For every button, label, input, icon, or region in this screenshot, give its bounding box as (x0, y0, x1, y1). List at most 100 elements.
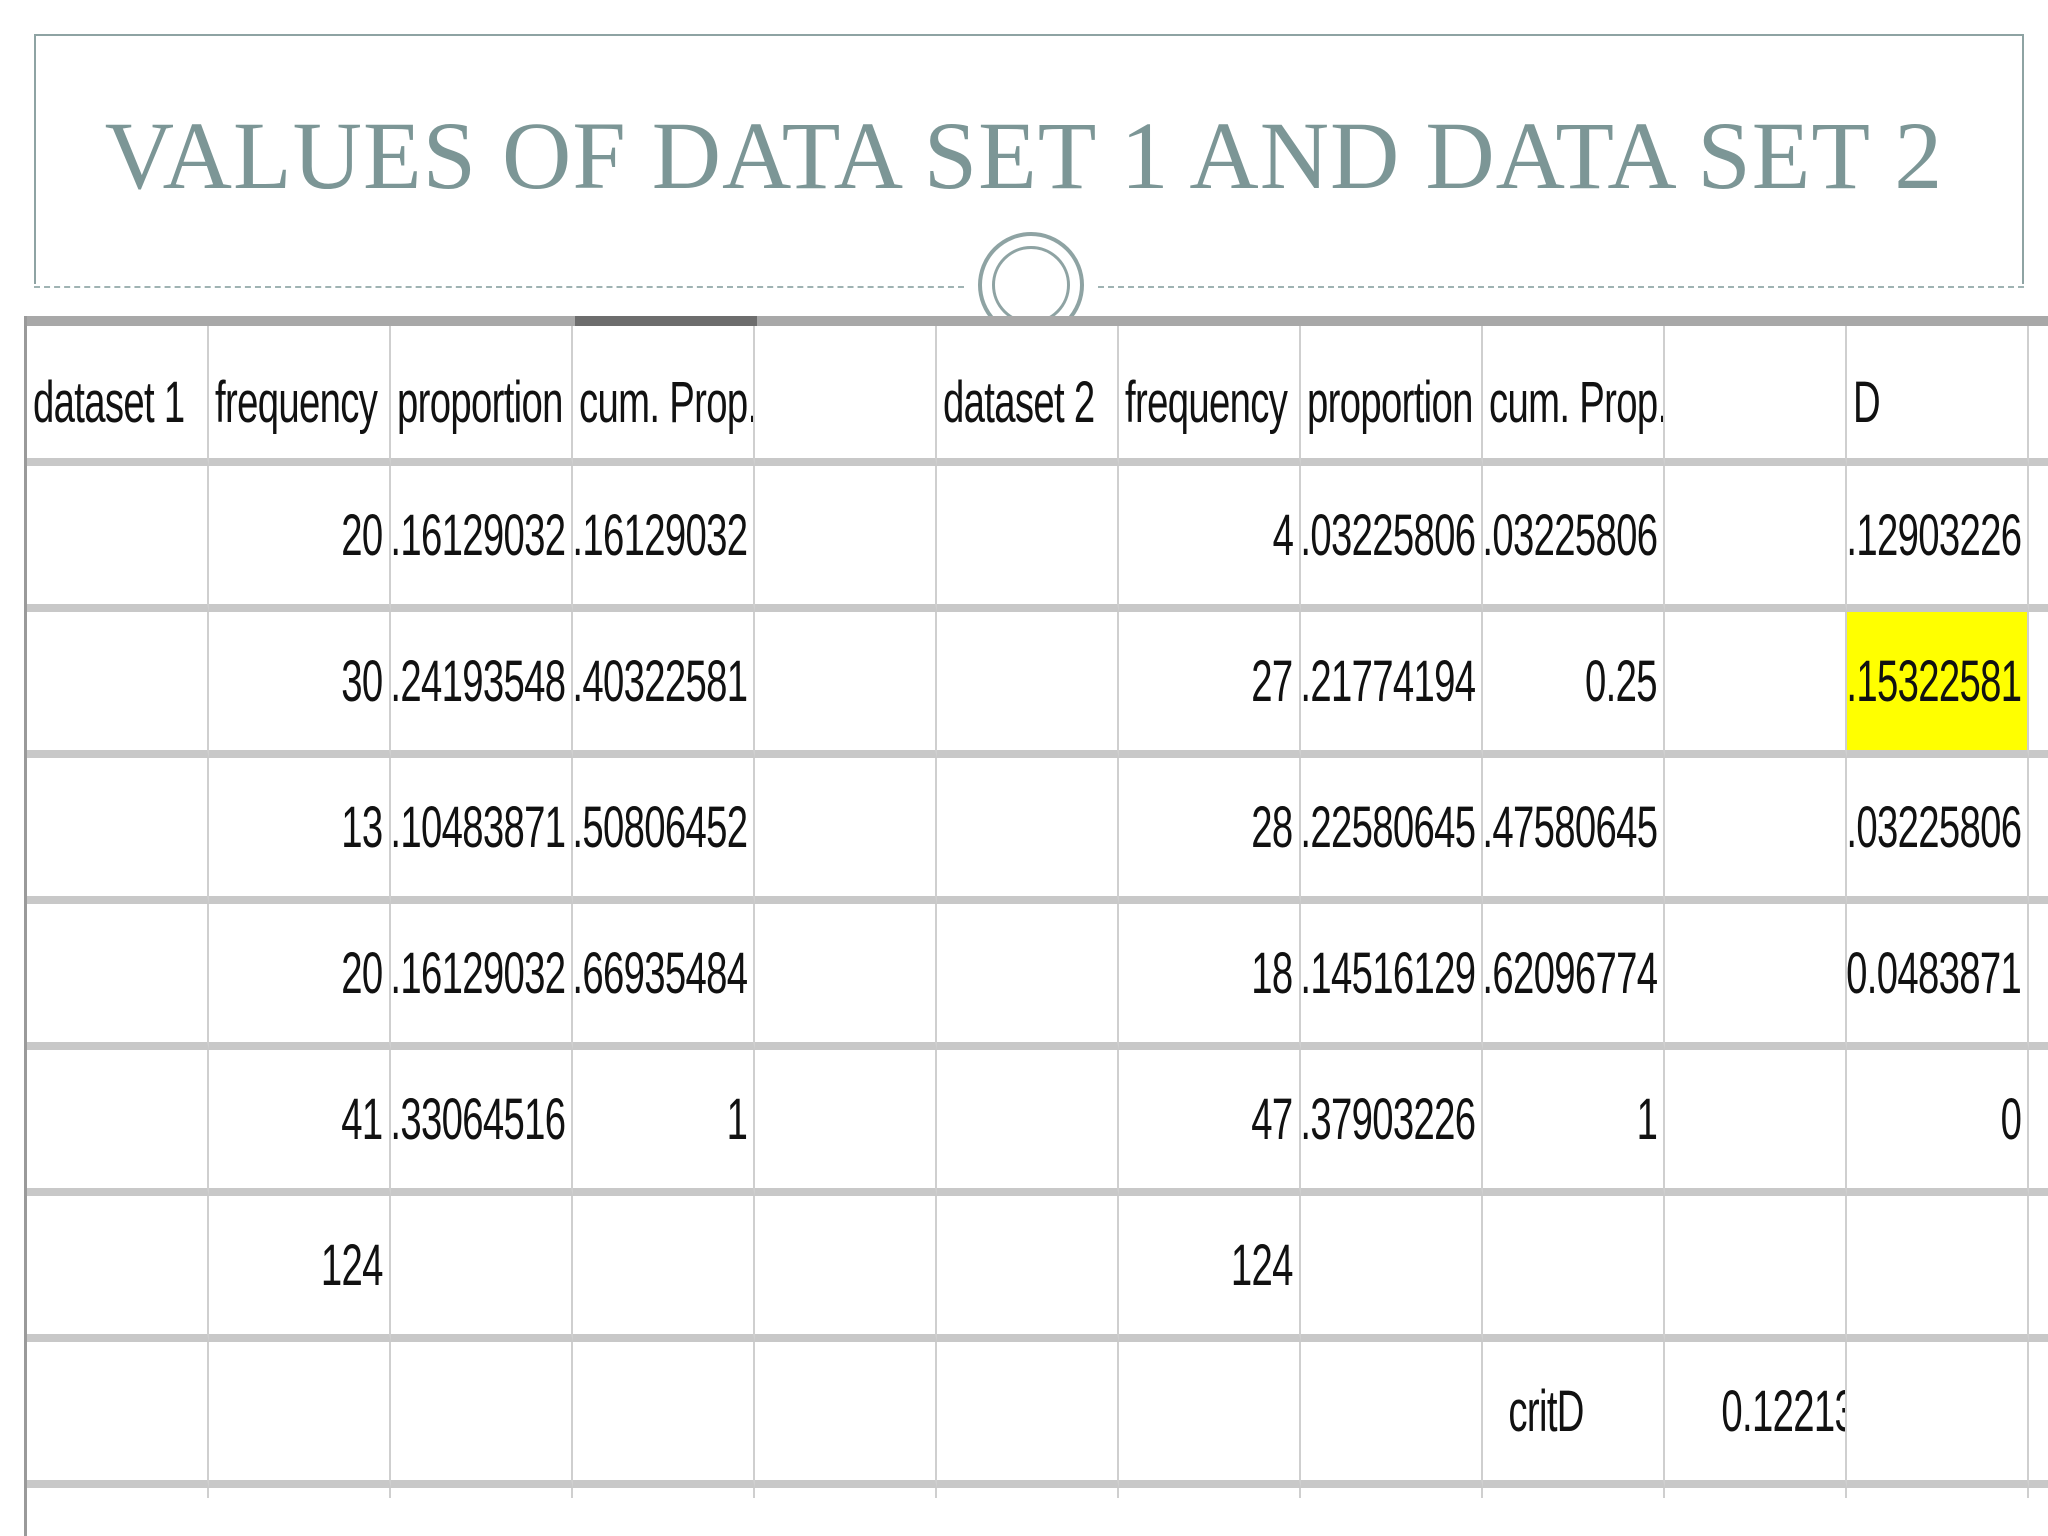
table-grid: dataset 1 frequency proportion cum. Prop… (27, 326, 2048, 1498)
table-cell: 0.62096774 (1483, 904, 1665, 1050)
table-cell: 1 (1483, 1050, 1665, 1196)
table-cell: 13 (209, 758, 391, 904)
table-cell: 20 (209, 904, 391, 1050)
table-cell: 4 (1119, 466, 1301, 612)
table-cell (1301, 1196, 1483, 1342)
table-cell-spill (2029, 1050, 2048, 1196)
header-frequency-2: frequency (1119, 326, 1301, 466)
table-cell-d (1847, 1342, 2029, 1488)
table-cell (937, 1342, 1119, 1488)
table-cell (27, 1196, 209, 1342)
table-cell: 47 (1119, 1050, 1301, 1196)
table-cell (755, 466, 937, 612)
table-cell: 20 (209, 466, 391, 612)
table-cell: 0.16129032 (573, 466, 755, 612)
table-cell (27, 904, 209, 1050)
table-cell: 0.50806452 (573, 758, 755, 904)
table-cell (573, 1342, 755, 1488)
header-proportion-1: proportion (391, 326, 573, 466)
slide-title: VALUES OF DATA SET 1 AND DATA SET 2 (104, 102, 1944, 209)
table-cell: 0.22580645 (1301, 758, 1483, 904)
table-cell: 0.66935484 (573, 904, 755, 1050)
table-cell (755, 1196, 937, 1342)
table-cell (209, 1342, 391, 1488)
table-cell: 41 (209, 1050, 391, 1196)
table-cell-spill (2029, 904, 2048, 1050)
table-cell (573, 1196, 755, 1342)
table-cell (937, 612, 1119, 758)
table-cell-spill (2029, 1196, 2048, 1342)
table-cell (937, 466, 1119, 612)
table-cell-spill (2029, 612, 2048, 758)
table-cell: 1 (573, 1050, 755, 1196)
table-cell: 0.25 (1483, 612, 1665, 758)
critd-label: critD (1483, 1342, 1665, 1488)
table-cell (755, 1050, 937, 1196)
table-cell (1119, 1342, 1301, 1488)
table-cell: 0.40322581 (573, 612, 755, 758)
table-cell: 0.33064516 (391, 1050, 573, 1196)
header-spill (2029, 326, 2048, 466)
table-cell (27, 612, 209, 758)
table-cell-spill (2029, 758, 2048, 904)
table-cell-d: 0 (1847, 1050, 2029, 1196)
table-cell (1119, 1488, 1301, 1498)
header-frequency-1: frequency (209, 326, 391, 466)
table-cell (1665, 1488, 1847, 1498)
table-cell (1665, 466, 1847, 612)
table-cell (755, 904, 937, 1050)
table-cell: 0.10483871 (391, 758, 573, 904)
sheet-column-header-strip (27, 316, 2048, 326)
table-cell (2029, 1488, 2048, 1498)
header-d: D (1847, 326, 2029, 466)
table-cell (755, 612, 937, 758)
total-frequency-1: 124 (209, 1196, 391, 1342)
table-cell (937, 758, 1119, 904)
table-cell (391, 1196, 573, 1342)
table-cell (27, 1050, 209, 1196)
divider-circle-inner-ornament (992, 246, 1070, 324)
table-cell: 0.24193548 (391, 612, 573, 758)
header-empty-2 (1665, 326, 1847, 466)
header-dataset2: dataset 2 (937, 326, 1119, 466)
table-cell (1665, 904, 1847, 1050)
table-cell (755, 758, 937, 904)
selected-column-indicator (575, 316, 757, 326)
header-cum-prop-2: cum. Prop. (1483, 326, 1665, 466)
table-cell (209, 1488, 391, 1498)
table-cell (755, 1488, 937, 1498)
table-cell (27, 1342, 209, 1488)
total-frequency-2: 124 (1119, 1196, 1301, 1342)
table-cell: 0.21774194 (1301, 612, 1483, 758)
table-cell: 0.16129032 (391, 904, 573, 1050)
table-cell (1301, 1488, 1483, 1498)
table-cell (1665, 612, 1847, 758)
title-frame (34, 34, 2024, 284)
table-cell: 28 (1119, 758, 1301, 904)
table-cell (1665, 1196, 1847, 1342)
table-cell (937, 1488, 1119, 1498)
table-cell-spill (2029, 1342, 2048, 1488)
table-cell (391, 1342, 573, 1488)
table-cell (573, 1488, 755, 1498)
table-cell-d: 0.0483871 (1847, 904, 2029, 1050)
spreadsheet-table: dataset 1 frequency proportion cum. Prop… (24, 316, 2048, 1536)
table-cell (27, 466, 209, 612)
table-cell (1483, 1488, 1665, 1498)
table-cell (937, 1050, 1119, 1196)
table-cell (1847, 1488, 2029, 1498)
table-cell-d (1847, 1196, 2029, 1342)
table-cell: 30 (209, 612, 391, 758)
table-cell (937, 1196, 1119, 1342)
table-cell (937, 904, 1119, 1050)
title-divider-right (1098, 286, 2024, 288)
table-cell: 27 (1119, 612, 1301, 758)
table-cell: 0.37903226 (1301, 1050, 1483, 1196)
table-cell (1665, 758, 1847, 904)
table-cell: 0.14516129 (1301, 904, 1483, 1050)
table-cell (1301, 1342, 1483, 1488)
table-cell-d: 0.03225806 (1847, 758, 2029, 904)
title-divider-left (34, 286, 964, 288)
table-cell: 0.16129032 (391, 466, 573, 612)
table-cell (1665, 1050, 1847, 1196)
